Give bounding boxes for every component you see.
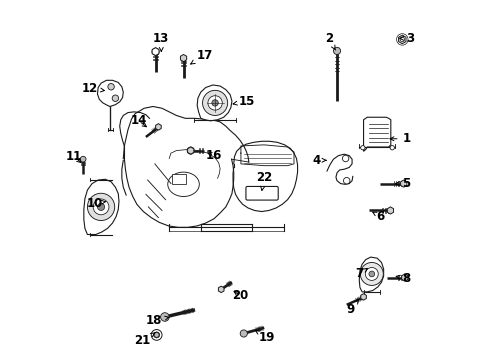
Bar [172,174,186,184]
Circle shape [207,96,222,110]
Circle shape [240,330,247,337]
Text: 3: 3 [399,32,414,45]
Polygon shape [386,207,393,214]
Polygon shape [155,124,161,130]
Circle shape [108,84,114,90]
Circle shape [151,329,162,340]
Text: 17: 17 [190,49,212,64]
Circle shape [343,177,349,184]
Text: 22: 22 [256,171,272,190]
Polygon shape [359,257,383,292]
Text: 15: 15 [233,95,255,108]
Text: 9: 9 [346,300,358,316]
Polygon shape [152,48,159,55]
Polygon shape [197,85,231,121]
Text: 1: 1 [389,132,410,145]
Text: 10: 10 [86,197,105,210]
Text: 13: 13 [153,32,169,51]
Polygon shape [154,332,159,338]
Text: 16: 16 [205,149,222,162]
Circle shape [211,100,218,106]
Text: 21: 21 [134,332,155,347]
Circle shape [87,193,115,221]
Polygon shape [187,147,193,154]
Ellipse shape [167,172,199,197]
Text: 5: 5 [395,177,410,190]
Text: 2: 2 [324,32,335,50]
Text: 18: 18 [145,314,168,327]
Polygon shape [400,180,406,187]
Circle shape [97,203,104,211]
Polygon shape [218,286,224,293]
Circle shape [153,332,159,338]
Text: 8: 8 [395,272,410,285]
Circle shape [152,48,159,55]
Text: 14: 14 [130,114,146,127]
Text: 20: 20 [232,289,248,302]
Text: 6: 6 [372,210,384,223]
Polygon shape [83,179,119,234]
Text: 7: 7 [354,267,366,280]
Circle shape [160,313,169,321]
Circle shape [396,34,407,45]
Polygon shape [180,54,186,62]
Circle shape [399,37,404,41]
FancyBboxPatch shape [245,186,278,200]
Polygon shape [360,294,366,300]
Circle shape [333,47,340,54]
Circle shape [202,90,227,116]
Polygon shape [401,274,407,281]
Circle shape [389,145,394,150]
Circle shape [112,95,119,102]
Circle shape [342,155,348,162]
Circle shape [360,145,364,150]
Circle shape [80,156,86,162]
Circle shape [187,147,194,154]
Circle shape [93,199,109,215]
Circle shape [368,271,374,277]
Circle shape [360,262,383,285]
Polygon shape [97,80,123,107]
Text: 19: 19 [255,330,274,343]
Polygon shape [363,117,390,151]
Polygon shape [398,35,405,44]
Text: 11: 11 [66,150,82,163]
Text: 4: 4 [311,154,325,167]
Text: 12: 12 [81,82,104,95]
Circle shape [365,267,378,280]
